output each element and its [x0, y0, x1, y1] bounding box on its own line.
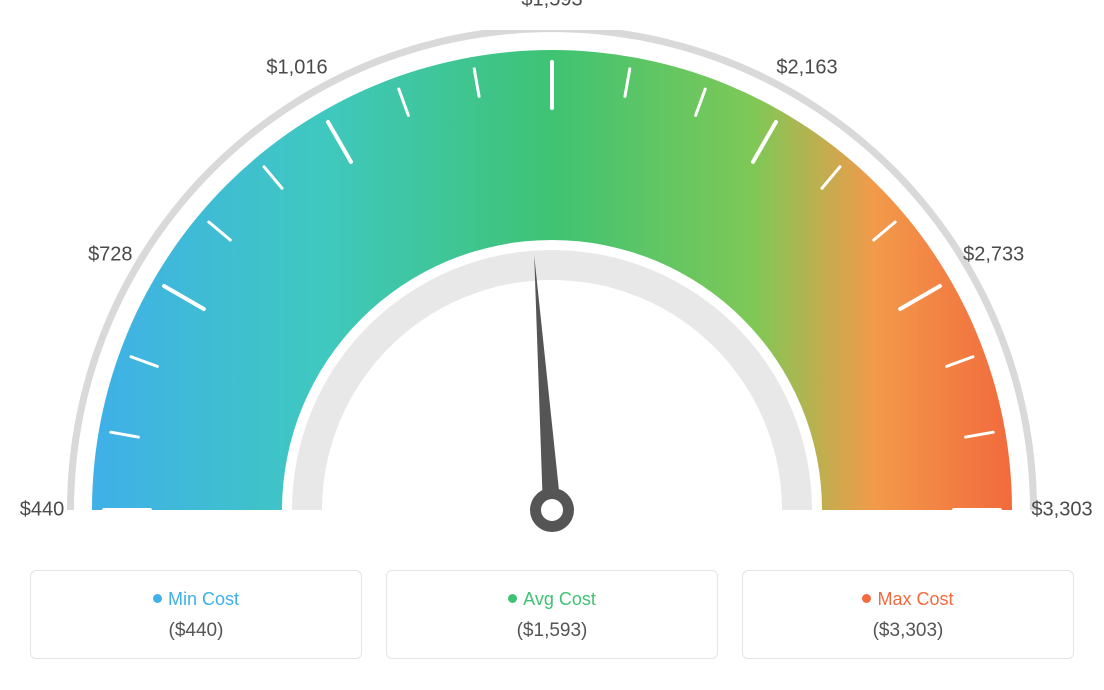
dot-icon	[508, 594, 517, 603]
legend-title-max: Max Cost	[753, 589, 1063, 610]
legend-value-max: ($3,303)	[753, 620, 1063, 642]
legend-title-avg: Avg Cost	[397, 589, 707, 610]
gauge-tick-label: $3,303	[1031, 499, 1092, 522]
legend-value-avg: ($1,593)	[397, 620, 707, 642]
gauge-tick-label: $728	[88, 244, 133, 267]
gauge-tick-label: $1,593	[521, 0, 582, 12]
gauge-tick-label: $2,733	[963, 244, 1024, 267]
gauge-tick-label: $2,163	[776, 57, 837, 80]
legend-card-max: Max Cost ($3,303)	[742, 570, 1074, 659]
legend-card-avg: Avg Cost ($1,593)	[386, 570, 718, 659]
legend-label-avg: Avg Cost	[523, 589, 596, 609]
legend-card-min: Min Cost ($440)	[30, 570, 362, 659]
dot-icon	[153, 594, 162, 603]
cost-gauge: $440$728$1,016$1,593$2,163$2,733$3,303	[30, 30, 1074, 550]
legend-title-min: Min Cost	[41, 589, 351, 610]
dot-icon	[862, 594, 871, 603]
legend-value-min: ($440)	[41, 620, 351, 642]
gauge-tick-label: $1,016	[266, 57, 327, 80]
gauge-tick-label: $440	[20, 499, 65, 522]
gauge-svg	[30, 30, 1074, 550]
legend-label-min: Min Cost	[168, 589, 239, 609]
legend-row: Min Cost ($440) Avg Cost ($1,593) Max Co…	[30, 570, 1074, 659]
legend-label-max: Max Cost	[877, 589, 953, 609]
